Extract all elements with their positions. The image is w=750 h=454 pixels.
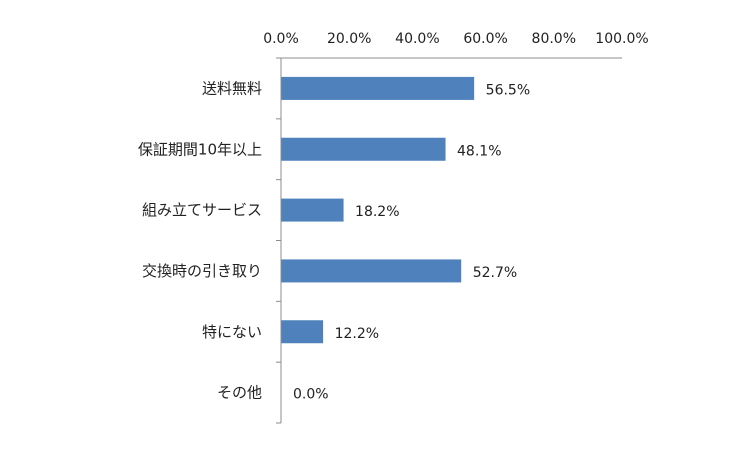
data-label: 56.5% <box>486 82 530 98</box>
category-label: 送料無料 <box>202 79 262 97</box>
data-label: 0.0% <box>293 387 329 403</box>
x-tick-label: 20.0% <box>327 31 371 47</box>
bar <box>281 76 475 100</box>
bar <box>281 320 324 344</box>
data-label: 18.2% <box>355 204 399 220</box>
category-label: 組み立てサービス <box>142 201 262 219</box>
axes <box>276 57 622 424</box>
category-label: 特にない <box>202 323 262 341</box>
bar <box>281 137 446 161</box>
x-tick-label: 0.0% <box>263 31 299 47</box>
bar <box>281 259 462 283</box>
data-label: 12.2% <box>335 326 379 342</box>
bars <box>281 76 475 344</box>
x-tick-label: 80.0% <box>532 31 576 47</box>
x-tick-label: 100.0% <box>595 31 648 47</box>
bar <box>281 198 344 222</box>
category-label: 保証期間10年以上 <box>138 140 262 158</box>
labels: 0.0% 20.0% 40.0% 60.0% 80.0% 100.0% 送料無料 56.5% 保… <box>138 31 649 403</box>
category-label: 交換時の引き取り <box>142 262 262 280</box>
category-label: その他 <box>217 384 262 402</box>
data-label: 48.1% <box>457 143 501 159</box>
x-tick-label: 60.0% <box>463 31 507 47</box>
data-label: 52.7% <box>473 265 517 281</box>
x-tick-label: 40.0% <box>395 31 439 47</box>
